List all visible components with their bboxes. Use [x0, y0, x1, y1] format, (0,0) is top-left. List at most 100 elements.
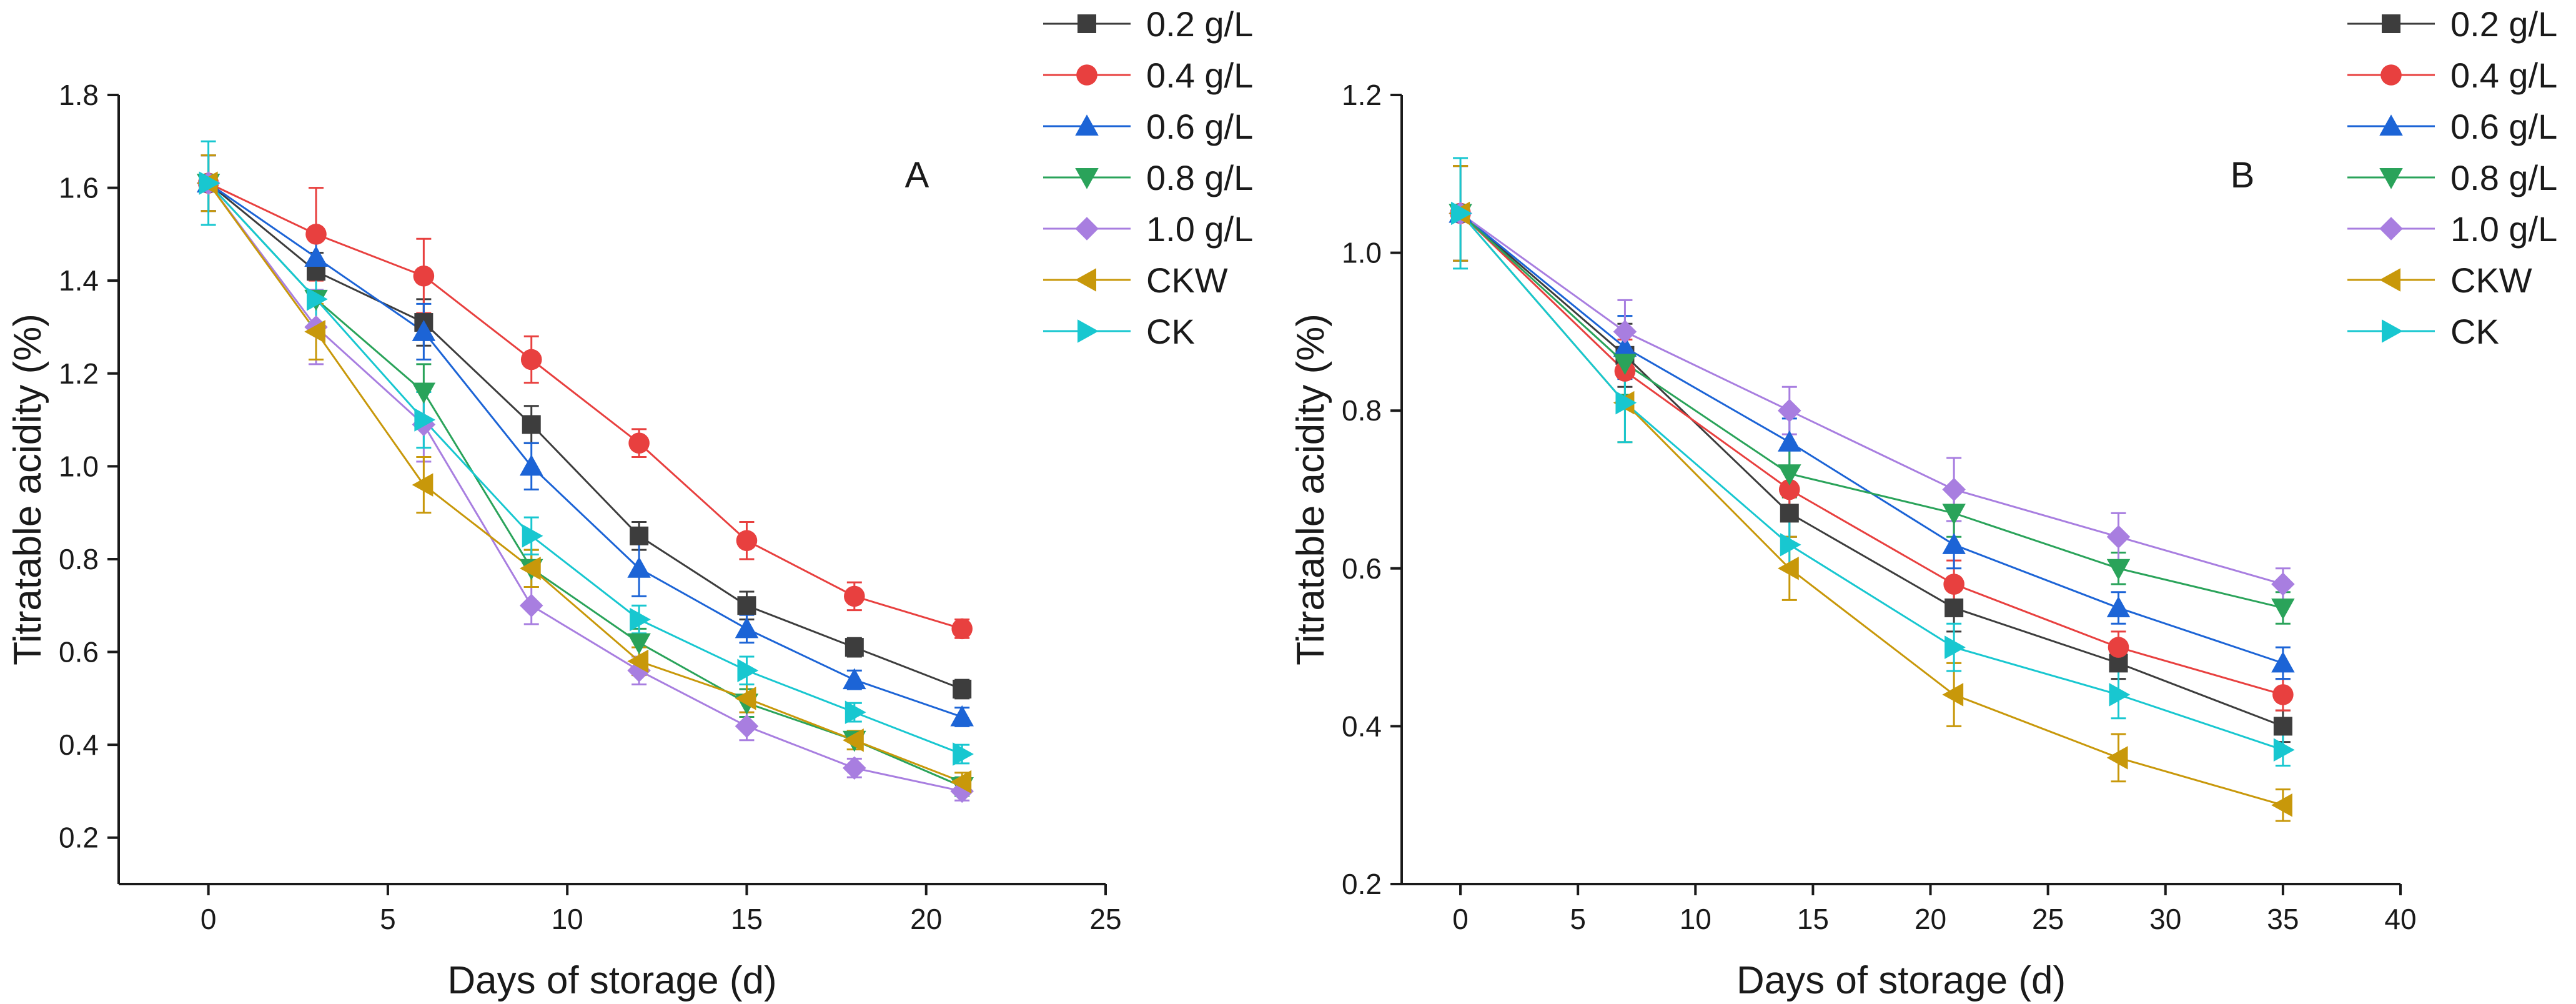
- data-point: [520, 349, 542, 370]
- legend-label: 0.2 g/L: [2450, 4, 2557, 44]
- data-point: [735, 687, 756, 710]
- data-point: [1942, 477, 1966, 502]
- data-point: [1451, 201, 1472, 226]
- data-point: [845, 700, 866, 724]
- data-point: [1778, 479, 1800, 500]
- data-point: [2106, 559, 2131, 580]
- legend: 0.2 g/L 0.4 g/L 0.6 g/L 0.8 g/L 1.0 g/L CKW CK: [1043, 4, 1253, 351]
- data-point: [2106, 596, 2131, 617]
- legend-marker: [2379, 114, 2403, 136]
- legend-marker: [1075, 268, 1096, 292]
- data-point: [735, 714, 759, 738]
- x-tick-label: 15: [731, 903, 763, 935]
- y-tick-label: 1.2: [1342, 79, 1382, 111]
- data-point: [2271, 572, 2295, 596]
- panel-label: B: [2231, 155, 2255, 196]
- y-axis-title: Titratable acidity (%): [1289, 314, 1332, 665]
- x-tick-label: 20: [910, 903, 942, 935]
- data-point: [2271, 793, 2292, 817]
- series-line: [207, 182, 963, 792]
- data-point: [1778, 464, 1801, 485]
- x-tick-label: 20: [1915, 903, 1946, 935]
- legend-marker: [1075, 168, 1099, 189]
- y-tick-label: 0.8: [1342, 394, 1382, 427]
- legend-marker: [1075, 114, 1099, 136]
- data-point: [519, 594, 543, 617]
- legend-label: CKW: [1146, 261, 1228, 300]
- y-tick-label: 0.8: [59, 543, 99, 575]
- legend-label: CK: [2450, 312, 2499, 351]
- x-tick-label: 25: [1089, 903, 1121, 935]
- x-tick-label: 10: [552, 903, 583, 935]
- series-1-0-g-l: [1453, 165, 2291, 601]
- data-point: [735, 617, 759, 639]
- legend-marker: [2382, 319, 2403, 343]
- x-axis-title: Days of storage (d): [1736, 959, 2066, 1002]
- data-point: [2272, 684, 2294, 705]
- legend-marker: [2382, 14, 2400, 33]
- data-point: [414, 408, 436, 432]
- data-point: [307, 287, 328, 311]
- data-point: [953, 679, 972, 698]
- data-point: [413, 265, 435, 287]
- y-tick-label: 1.0: [59, 450, 99, 482]
- data-point: [304, 246, 328, 267]
- legend-marker: [1076, 64, 1097, 86]
- data-point: [737, 596, 756, 615]
- data-point: [305, 224, 327, 245]
- data-point: [412, 382, 436, 404]
- data-point: [1942, 683, 1964, 707]
- data-point: [843, 728, 864, 752]
- data-point: [843, 668, 866, 690]
- data-point: [737, 659, 759, 682]
- x-tick-label: 10: [1680, 903, 1712, 935]
- legend-label: CK: [1146, 312, 1195, 351]
- data-point: [522, 415, 541, 434]
- y-tick-label: 1.8: [59, 79, 99, 111]
- data-point: [844, 585, 865, 607]
- data-point: [627, 649, 649, 673]
- data-point: [1613, 320, 1637, 344]
- series-line: [1460, 212, 2284, 609]
- y-tick-label: 1.4: [59, 264, 99, 297]
- legend-label: 0.2 g/L: [1146, 4, 1253, 44]
- legend-label: CKW: [2450, 261, 2532, 300]
- data-point: [953, 742, 974, 766]
- data-point: [1778, 430, 1801, 452]
- x-tick-label: 5: [1570, 903, 1586, 935]
- data-point: [199, 171, 220, 195]
- x-tick-label: 0: [201, 903, 217, 935]
- data-point: [2106, 525, 2131, 549]
- series-line: [1460, 212, 2284, 727]
- data-point: [412, 473, 433, 497]
- series-line: [207, 182, 963, 690]
- data-point: [1944, 635, 1966, 659]
- y-tick-label: 1.6: [59, 172, 99, 204]
- x-tick-label: 25: [2032, 903, 2064, 935]
- y-tick-label: 0.4: [1342, 710, 1382, 742]
- series-0-4-g-l: [1453, 165, 2291, 712]
- x-tick-label: 0: [1452, 903, 1469, 935]
- data-point: [1943, 574, 1964, 595]
- legend-marker: [2379, 168, 2403, 189]
- chart-panel-a: 0 5 10 15 20 25 0.2 0.4 0.6 0.8 1.0 1.2 1.4 1.6 1.8 Day…: [6, 4, 1253, 1002]
- series-line: [207, 182, 963, 783]
- series-line: [1460, 212, 2284, 696]
- x-tick-label: 15: [1797, 903, 1829, 935]
- data-point: [630, 526, 649, 545]
- data-point: [1944, 598, 1964, 617]
- data-point: [630, 607, 651, 632]
- data-point: [627, 633, 651, 655]
- legend-label: 0.8 g/L: [1146, 158, 1253, 197]
- data-point: [1615, 390, 1637, 415]
- x-tick-label: 30: [2149, 903, 2181, 935]
- y-tick-label: 0.4: [59, 728, 99, 761]
- series-line: [207, 182, 963, 630]
- data-point: [950, 770, 972, 794]
- x-tick-label: 35: [2267, 903, 2299, 935]
- legend-label: 0.6 g/L: [1146, 107, 1253, 146]
- data-point: [1778, 399, 1801, 422]
- series-line: [1460, 212, 2284, 585]
- data-point: [1613, 354, 1637, 375]
